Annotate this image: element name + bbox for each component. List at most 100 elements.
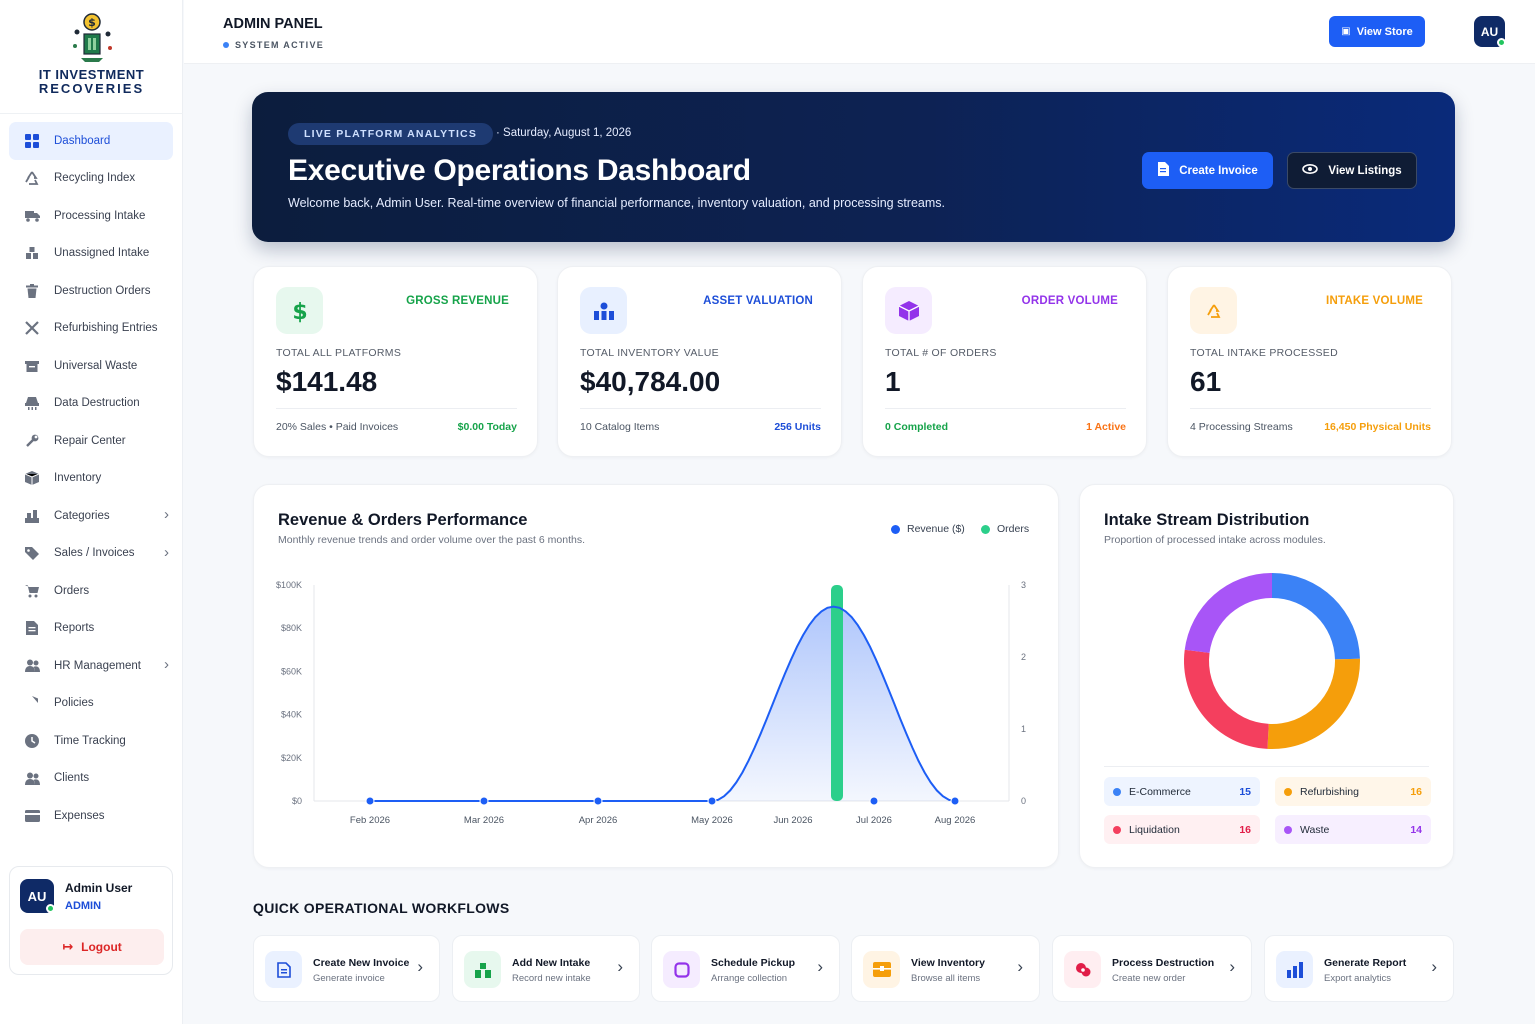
logout-button[interactable]: ↦ Logout bbox=[20, 929, 164, 965]
workflows-title: QUICK OPERATIONAL WORKFLOWS bbox=[253, 900, 510, 916]
clock-icon bbox=[24, 733, 40, 749]
revenue-orders-chart: $0 $20K $40K $60K $80K $100K 0 1 2 3 Feb 2026 Mar 2… bbox=[276, 580, 1026, 826]
sidebar-item-recycling-index[interactable]: Recycling Index bbox=[9, 160, 173, 198]
sidebar-item-processing-intake[interactable]: Processing Intake bbox=[9, 197, 173, 235]
workflow-view-inventory[interactable]: View Inventory Browse all items › bbox=[851, 935, 1040, 1002]
y-tick-label: $0 bbox=[292, 796, 302, 806]
stat-card-intake-volume[interactable]: INTAKE VOLUME TOTAL INTAKE PROCESSED 61 4 P… bbox=[1167, 266, 1452, 457]
brand-logo[interactable]: $ IT INVESTMENT RECOVERIES bbox=[0, 0, 183, 114]
orders-bar[interactable] bbox=[831, 585, 843, 801]
logo-money-icon: $ bbox=[73, 13, 112, 62]
sidebar-item-hr-management[interactable]: HR Management › bbox=[9, 647, 173, 685]
page-title: ADMIN PANEL bbox=[223, 16, 323, 32]
view-store-label: View Store bbox=[1356, 25, 1413, 38]
x-tick-label: Feb 2026 bbox=[350, 815, 390, 826]
revenue-point[interactable] bbox=[869, 796, 879, 806]
sidebar-item-label: Universal Waste bbox=[54, 359, 138, 372]
sidebar-item-orders[interactable]: Orders bbox=[9, 572, 173, 610]
workflow-process-destruction[interactable]: Process Destruction Create new order › bbox=[1052, 935, 1252, 1002]
topbar: ADMIN PANEL SYSTEM ACTIVE ▣ View Store A… bbox=[184, 0, 1535, 64]
stat-title: ORDER VOLUME bbox=[1021, 295, 1118, 307]
dollar-icon: $ bbox=[276, 287, 323, 334]
stat-card-gross-revenue[interactable]: $ GROSS REVENUE TOTAL ALL PLATFORMS $141.48… bbox=[253, 266, 538, 457]
revenue-chart-card: Revenue & Orders Performance Monthly rev… bbox=[253, 484, 1059, 868]
stat-card-asset-valuation[interactable]: ASSET VALUATION TOTAL INVENTORY VALUE $40,… bbox=[557, 266, 842, 457]
revenue-point[interactable] bbox=[479, 796, 489, 806]
x-tick-label: Jul 2026 bbox=[856, 815, 892, 826]
sidebar-item-refurbishing-entries[interactable]: Refurbishing Entries bbox=[9, 310, 173, 348]
store-icon: ▣ bbox=[1341, 26, 1351, 37]
sidebar-item-universal-waste[interactable]: Universal Waste bbox=[9, 347, 173, 385]
status-dot bbox=[223, 42, 229, 48]
create-invoice-button[interactable]: Create Invoice bbox=[1142, 152, 1273, 189]
chevron-right-icon: › bbox=[417, 957, 423, 976]
sidebar: $ IT INVESTMENT RECOVERIES Dashboard Recy… bbox=[0, 0, 183, 1024]
stat-card-order-volume[interactable]: ORDER VOLUME TOTAL # OF ORDERS 1 0 Complete… bbox=[862, 266, 1147, 457]
revenue-point[interactable] bbox=[950, 796, 960, 806]
donut-slice-e-commerce[interactable] bbox=[1272, 573, 1360, 660]
stat-label: TOTAL INVENTORY VALUE bbox=[580, 347, 719, 359]
clients-icon bbox=[24, 770, 40, 786]
sidebar-item-label: Expenses bbox=[54, 809, 105, 822]
sidebar-item-time-tracking[interactable]: Time Tracking bbox=[9, 722, 173, 760]
sidebar-item-sales-invoices[interactable]: Sales / Invoices › bbox=[9, 535, 173, 573]
stat-foot-right: 256 Units bbox=[774, 421, 821, 433]
hero-title: Executive Operations Dashboard bbox=[288, 154, 751, 187]
sidebar-item-dashboard[interactable]: Dashboard bbox=[9, 122, 173, 160]
view-store-button[interactable]: ▣ View Store bbox=[1329, 16, 1425, 47]
shield-icon bbox=[24, 695, 40, 711]
distribution-item[interactable]: Liquidation 16 bbox=[1104, 815, 1260, 844]
view-listings-button[interactable]: View Listings bbox=[1287, 152, 1417, 189]
sidebar-item-unassigned-intake[interactable]: Unassigned Intake bbox=[9, 235, 173, 273]
workflow-create-new-invoice[interactable]: Create New Invoice Generate invoice › bbox=[253, 935, 440, 1002]
sidebar-item-repair-center[interactable]: Repair Center bbox=[9, 422, 173, 460]
workflow-title: Schedule Pickup bbox=[711, 957, 796, 969]
workflow-add-new-intake[interactable]: Add New Intake Record new intake › bbox=[452, 935, 640, 1002]
donut-slice-waste[interactable] bbox=[1184, 573, 1272, 653]
revenue-chart-title: Revenue & Orders Performance bbox=[278, 511, 528, 529]
sidebar-item-categories[interactable]: Categories › bbox=[9, 497, 173, 535]
stat-foot-left: 4 Processing Streams bbox=[1190, 421, 1293, 433]
sidebar-item-destruction-orders[interactable]: Destruction Orders bbox=[9, 272, 173, 310]
stat-foot-right: 1 Active bbox=[1086, 421, 1126, 433]
sidebar-item-label: Orders bbox=[54, 584, 90, 597]
donut-slice-liquidation[interactable] bbox=[1184, 649, 1269, 749]
sidebar-item-label: HR Management bbox=[54, 659, 141, 672]
trash-icon bbox=[24, 283, 40, 299]
workflow-schedule-pickup[interactable]: Schedule Pickup Arrange collection › bbox=[651, 935, 840, 1002]
legend-orders[interactable]: Orders bbox=[981, 523, 1029, 535]
create-invoice-label: Create Invoice bbox=[1179, 164, 1258, 177]
stat-foot-right: 16,450 Physical Units bbox=[1324, 421, 1431, 433]
sidebar-item-expenses[interactable]: Expenses bbox=[9, 797, 173, 835]
donut-slice-refurbishing[interactable] bbox=[1267, 658, 1360, 749]
legend-swatch bbox=[1113, 787, 1121, 796]
revenue-point[interactable] bbox=[707, 796, 717, 806]
sidebar-item-policies[interactable]: Policies bbox=[9, 685, 173, 723]
distribution-item[interactable]: E-Commerce 15 bbox=[1104, 777, 1260, 806]
top-online-indicator bbox=[1497, 38, 1506, 47]
legend-revenue[interactable]: Revenue ($) bbox=[891, 523, 965, 535]
sidebar-item-label: Time Tracking bbox=[54, 734, 126, 747]
sidebar-item-label: Recycling Index bbox=[54, 172, 136, 185]
revenue-point[interactable] bbox=[593, 796, 603, 806]
sidebar-item-reports[interactable]: Reports bbox=[9, 610, 173, 648]
stat-foot-left: 10 Catalog Items bbox=[580, 421, 660, 433]
wrench-icon bbox=[24, 433, 40, 449]
sidebar-item-data-destruction[interactable]: Data Destruction bbox=[9, 385, 173, 423]
stat-label: TOTAL ALL PLATFORMS bbox=[276, 347, 402, 359]
sidebar-item-inventory[interactable]: Inventory bbox=[9, 460, 173, 498]
stat-label: TOTAL # OF ORDERS bbox=[885, 347, 997, 359]
workflow-title: Process Destruction bbox=[1112, 957, 1215, 969]
y-tick-label: $80K bbox=[281, 623, 302, 633]
workflow-subtitle: Arrange collection bbox=[711, 973, 788, 984]
distribution-label: Refurbishing bbox=[1300, 785, 1359, 798]
sidebar-item-clients[interactable]: Clients bbox=[9, 760, 173, 798]
workflow-generate-report[interactable]: Generate Report Export analytics › bbox=[1264, 935, 1454, 1002]
recycle-icon bbox=[24, 170, 40, 186]
revenue-point[interactable] bbox=[365, 796, 375, 806]
workflow-subtitle: Create new order bbox=[1112, 973, 1186, 984]
distribution-item[interactable]: Waste 14 bbox=[1275, 815, 1431, 844]
y-tick-label: $40K bbox=[281, 710, 302, 720]
distribution-label: E-Commerce bbox=[1129, 785, 1191, 798]
distribution-item[interactable]: Refurbishing 16 bbox=[1275, 777, 1431, 806]
